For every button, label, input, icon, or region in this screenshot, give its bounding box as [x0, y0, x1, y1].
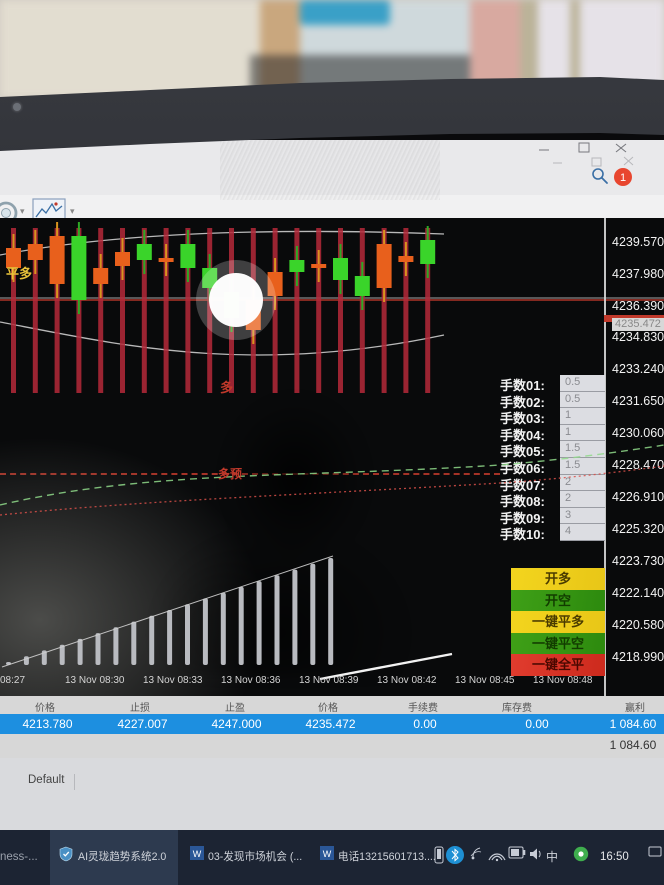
svg-text:多预: 多预 [218, 466, 242, 481]
svg-text:W: W [193, 849, 202, 859]
svg-text:W: W [323, 849, 332, 859]
